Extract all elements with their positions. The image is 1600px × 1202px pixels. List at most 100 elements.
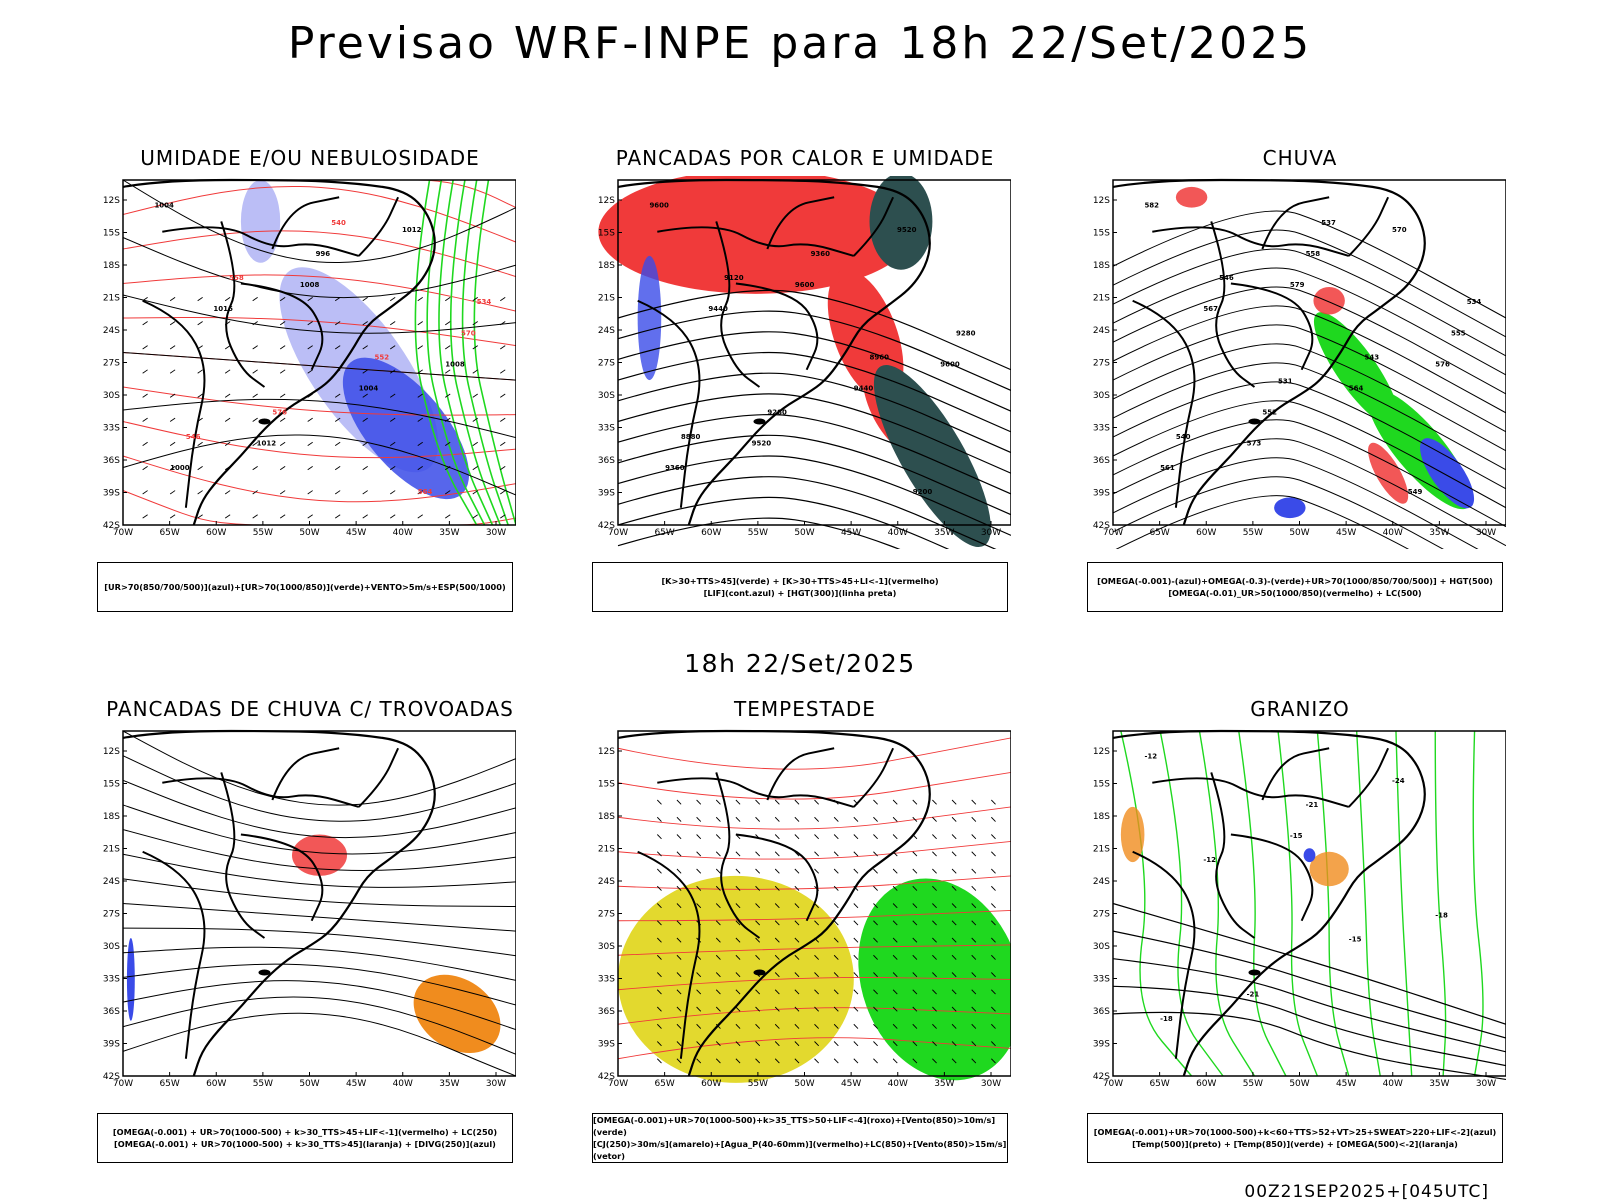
wind-vector	[676, 1023, 682, 1029]
lon-tick-label: 55W	[253, 528, 273, 538]
lat-tick-label: 33S	[598, 975, 615, 985]
lat-tick-label: 24S	[103, 326, 120, 336]
wind-vector	[951, 989, 957, 995]
wind-vector	[676, 1058, 682, 1064]
lat-tick-label: 15S	[598, 780, 615, 790]
wind-vector	[389, 441, 396, 447]
height-contour	[617, 476, 997, 549]
lon-tick-label: 70W	[113, 528, 133, 538]
wind-vector	[991, 1023, 996, 1029]
wind-vector	[676, 799, 682, 805]
lat-tick-label: 39S	[1093, 489, 1110, 499]
field-area	[240, 180, 281, 263]
wind-vector	[656, 1023, 662, 1029]
wind-vector	[794, 816, 800, 822]
wind-vector	[735, 937, 741, 943]
lat-tick-label: 36S	[1093, 456, 1110, 466]
contour-label: 576	[1435, 360, 1450, 368]
wind-vector	[715, 1006, 721, 1012]
lon-tick-label: 30W	[486, 1079, 506, 1089]
wind-vector	[853, 989, 859, 995]
lon-tick-label: 35W	[934, 528, 954, 538]
streamline	[122, 980, 516, 1031]
wind-vector	[774, 799, 780, 805]
wind-vector	[715, 920, 721, 926]
height-contour	[617, 517, 901, 549]
map-pancadas-calor: 12S 15S 18S 21S 24S 27S 30S 33S 36S 39S 42S 70W 65W 6…	[590, 176, 1011, 549]
wind-vector	[252, 490, 258, 495]
wind-vector	[951, 1041, 957, 1047]
lat-tick-label: 30S	[103, 391, 120, 401]
legend-line: [OMEGA(-0.001)-(azul)+OMEGA(-0.3)-(verde…	[1097, 576, 1493, 586]
contour-label: 9520	[897, 226, 917, 234]
wind-vector	[224, 441, 231, 447]
wind-vector	[853, 920, 859, 926]
lat-tick-label: 30S	[598, 391, 615, 401]
contour-label: 570	[1392, 226, 1407, 234]
lon-tick-label: 50W	[1289, 528, 1309, 538]
contour-label: -12	[1203, 856, 1216, 864]
height-contour	[1112, 362, 1506, 471]
forecast-time-label: 18h 22/Set/2025	[684, 649, 916, 678]
wind-vector	[912, 920, 918, 926]
lon-tick-label: 40W	[393, 1079, 413, 1089]
wind-vector	[472, 369, 478, 374]
height-contour	[617, 289, 1011, 371]
wind-vector	[873, 989, 878, 995]
wind-vector	[912, 1041, 918, 1047]
lat-tick-label: 12S	[598, 747, 615, 757]
wind-vector	[991, 1006, 996, 1012]
wind-vector	[971, 903, 977, 909]
wind-vector	[417, 345, 423, 350]
contour-label: 9520	[752, 440, 772, 448]
wind-vector	[833, 885, 839, 891]
wind-vector	[991, 868, 996, 874]
wind-vector	[500, 466, 506, 471]
wind-vector	[853, 868, 859, 874]
country-border	[657, 777, 855, 808]
wind-vector	[833, 1041, 839, 1047]
legend-line: [OMEGA(-0.001) + UR>70(1000-500) + k>30_…	[112, 1127, 498, 1137]
contour-label: 540	[1176, 433, 1191, 441]
wind-vector	[472, 490, 478, 495]
wind-vector	[971, 851, 977, 857]
lon-tick-label: 60W	[1196, 1079, 1216, 1089]
contour-label: 537	[1321, 219, 1336, 227]
wind-vector	[362, 514, 368, 519]
wind-vector	[142, 393, 148, 398]
wind-vector	[696, 1041, 702, 1047]
lon-tick-label: 55W	[1243, 528, 1263, 538]
wind-vector	[794, 903, 800, 909]
wind-vector	[500, 296, 506, 302]
wind-vector	[142, 441, 148, 447]
contour-label: -21	[1247, 991, 1260, 999]
height-contour	[617, 372, 1011, 454]
panel-tempestade: TEMPESTADE 12S 15S 18S 21S 24S 27S 30S 33S 36S 39…	[590, 697, 1020, 1163]
moisture-contour	[617, 944, 1011, 956]
streamline	[122, 963, 516, 1006]
wind-vector	[892, 989, 898, 995]
wind-vector	[252, 514, 258, 519]
wind-vector	[676, 954, 682, 960]
wind-vector	[833, 816, 839, 822]
wind-vector	[417, 393, 423, 398]
contour-label: -15	[1349, 935, 1362, 943]
contour-label: 552	[1262, 409, 1277, 417]
legend-line: [Temp(500)](preto) + [Temp(850)](verde) …	[1132, 1139, 1458, 1149]
contour-label: 1012	[257, 440, 277, 448]
wind-vector	[676, 937, 682, 943]
contour-label: 549	[1408, 488, 1423, 496]
wind-vector	[197, 490, 203, 495]
lon-tick-label: 70W	[608, 1079, 628, 1089]
wind-vector	[500, 417, 506, 422]
lat-tick-label: 18S	[1093, 812, 1110, 822]
wind-vector	[197, 321, 203, 326]
wind-vector	[279, 514, 286, 519]
legend-line: [OMEGA(-0.001)+UR>70(1000-500)+k<60+TTS>…	[1093, 1127, 1497, 1137]
wind-vector	[774, 851, 780, 857]
temp850-contour	[1120, 730, 1193, 1077]
wind-vector	[142, 369, 148, 374]
lon-tick-label: 45W	[1336, 528, 1356, 538]
wind-vector	[833, 851, 839, 857]
lat-tick-label: 24S	[103, 877, 120, 887]
